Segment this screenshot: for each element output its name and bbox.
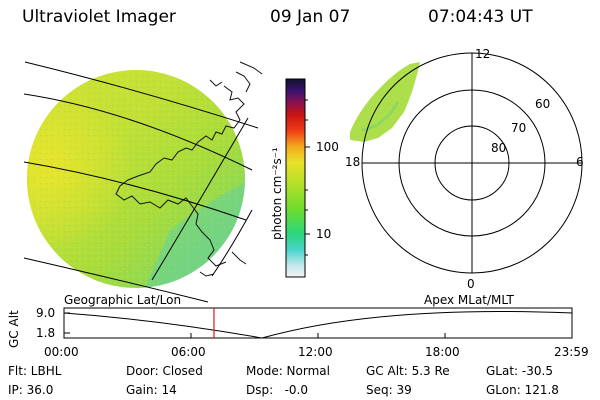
- status-glon: GLon: 121.8: [486, 383, 559, 397]
- earth-disk-image: [27, 70, 245, 288]
- polar-label-lat-60: 60: [535, 97, 551, 111]
- auroral-patch: [350, 62, 420, 142]
- timeline-xtick-0: 00:00: [44, 345, 79, 359]
- polar-label-mlt-0: 0: [467, 277, 475, 291]
- polar-label-lat-80: 80: [491, 141, 507, 155]
- instrument-title: Ultraviolet Imager: [22, 7, 176, 27]
- polar-grid: [361, 52, 583, 274]
- status-seq: Seq: 39: [366, 383, 412, 397]
- timeline-xtick-3: 18:00: [425, 345, 460, 359]
- colorbar-tick-100: 100: [316, 140, 339, 154]
- status-ip: IP: 36.0: [8, 383, 54, 397]
- polar-label-mlt-12: 12: [475, 47, 491, 61]
- gc-alt-curve: [63, 310, 573, 339]
- polar-label-mlt-18: 18: [345, 155, 361, 169]
- colorbar-ticks: [305, 99, 310, 256]
- polar-label-lat-70: 70: [511, 121, 527, 135]
- timeline-axis-title: GC Alt: [7, 310, 21, 348]
- timeline-xtick-1: 06:00: [171, 345, 206, 359]
- status-filter: Flt: LBHL: [8, 364, 62, 378]
- coastline-outline: [115, 61, 263, 277]
- colorbar: [285, 78, 310, 278]
- colorbar-tick-10: 10: [316, 227, 332, 241]
- date-label: 09 Jan 07: [270, 7, 351, 27]
- time-label: 07:04:43 UT: [428, 7, 533, 27]
- timeline-ticks: [64, 312, 446, 338]
- geo-grid-lines: [23, 61, 259, 303]
- status-mode: Mode: Normal: [246, 364, 330, 378]
- timeline-plot: [63, 307, 573, 339]
- polar-label-mlt-6: 6: [576, 155, 584, 169]
- timeline-right-label: Apex MLat/MLT: [424, 293, 514, 307]
- status-dsp: Dsp: -0.0: [246, 383, 309, 397]
- polar-plot: [350, 52, 583, 274]
- status-glat: GLat: -30.5: [486, 364, 553, 378]
- colorbar-unit-label: photon cm⁻²s⁻¹: [270, 147, 284, 240]
- status-gc-alt: GC Alt: 5.3 Re: [366, 364, 450, 378]
- timeline-left-label: Geographic Lat/Lon: [64, 293, 182, 307]
- timeline-ytick-top: 9.0: [36, 306, 56, 320]
- timeline-xtick-2: 12:00: [298, 345, 333, 359]
- status-gain: Gain: 14: [126, 383, 177, 397]
- timeline-ytick-bottom: 1.8: [36, 326, 56, 340]
- timeline-xtick-4: 23:59: [554, 345, 589, 359]
- status-door: Door: Closed: [126, 364, 203, 378]
